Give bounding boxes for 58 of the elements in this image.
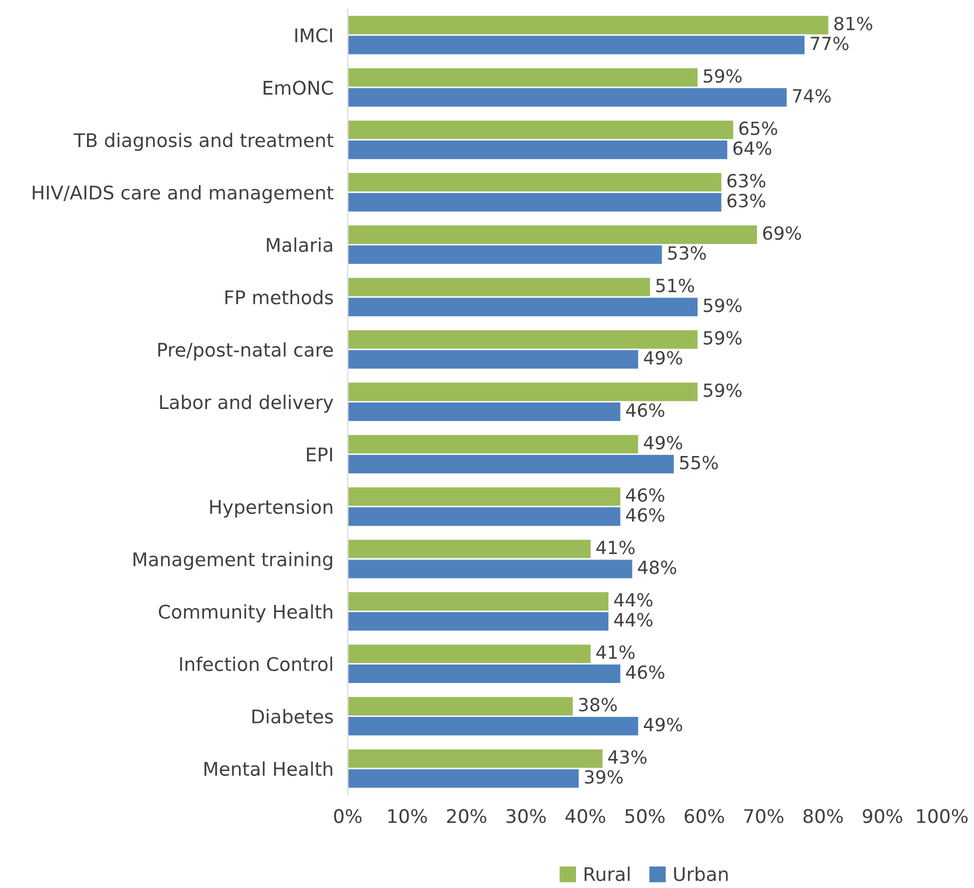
data-label: 65% bbox=[739, 121, 778, 136]
y-tick-label: Pre/post-natal care bbox=[158, 342, 333, 360]
data-label: 59% bbox=[704, 331, 742, 345]
data-label: 38% bbox=[579, 698, 617, 712]
x-tick-label: 10% bbox=[388, 808, 427, 824]
data-label: 49% bbox=[644, 436, 682, 450]
y-tick-label: Hypertension bbox=[210, 499, 332, 518]
y-tick-label: Community Health bbox=[158, 604, 332, 622]
data-label: 41% bbox=[596, 645, 635, 660]
data-label: 49% bbox=[644, 718, 682, 732]
y-tick-label: FP methods bbox=[225, 290, 333, 304]
data-label: 46% bbox=[626, 488, 664, 502]
data-label: 81% bbox=[834, 16, 872, 30]
y-tick-label: HIV/AIDS care and management bbox=[32, 185, 334, 204]
data-label: 44% bbox=[614, 593, 652, 607]
data-label: 48% bbox=[638, 560, 676, 574]
data-label: 63% bbox=[727, 174, 766, 188]
data-label: 59% bbox=[704, 383, 742, 398]
y-tick-label: Management training bbox=[134, 552, 332, 570]
data-label: 39% bbox=[584, 770, 623, 784]
x-tick-label: 90% bbox=[862, 808, 902, 824]
x-tick-label: 20% bbox=[447, 808, 486, 824]
x-tick-label: 40% bbox=[565, 808, 606, 824]
x-tick-label: 0% bbox=[334, 808, 362, 824]
data-label: 63% bbox=[727, 194, 766, 208]
x-tick-label: 100% bbox=[917, 808, 968, 824]
data-label: 59% bbox=[704, 69, 742, 83]
y-tick-label: EPI bbox=[306, 448, 332, 462]
data-label: 64% bbox=[733, 141, 772, 156]
data-label: 46% bbox=[626, 403, 664, 418]
data-label: 55% bbox=[680, 456, 718, 470]
y-tick-label: EmONC bbox=[264, 80, 333, 95]
legend-label: Urban bbox=[674, 866, 728, 882]
x-tick-label: 80% bbox=[803, 808, 843, 824]
data-label: 43% bbox=[608, 750, 646, 764]
y-tick-label: Infection Control bbox=[180, 656, 332, 672]
x-tick-label: 30% bbox=[506, 808, 546, 824]
data-label: 77% bbox=[810, 36, 849, 50]
data-label: 41% bbox=[596, 540, 635, 554]
y-tick-label: Malaria bbox=[266, 238, 332, 252]
y-tick-label: Diabetes bbox=[252, 709, 333, 724]
x-tick-label: 50% bbox=[625, 808, 665, 824]
data-label: 74% bbox=[793, 89, 831, 103]
legend-label: Rural bbox=[584, 866, 630, 882]
data-label: 69% bbox=[763, 226, 801, 240]
data-label: 46% bbox=[626, 665, 664, 679]
data-label: 46% bbox=[626, 508, 664, 522]
data-label: 53% bbox=[668, 246, 706, 260]
data-label: 59% bbox=[704, 298, 742, 312]
y-tick-label: Mental Health bbox=[204, 761, 332, 776]
y-tick-label: IMCI bbox=[295, 28, 332, 42]
y-tick-label: Labor and delivery bbox=[160, 394, 334, 413]
data-label: 51% bbox=[656, 278, 694, 292]
data-label: 44% bbox=[614, 612, 652, 627]
y-tick-label: TB diagnosis and treatment bbox=[74, 132, 334, 151]
data-label: 49% bbox=[644, 350, 682, 365]
x-tick-label: 60% bbox=[684, 808, 724, 824]
x-tick-label: 70% bbox=[744, 808, 784, 824]
